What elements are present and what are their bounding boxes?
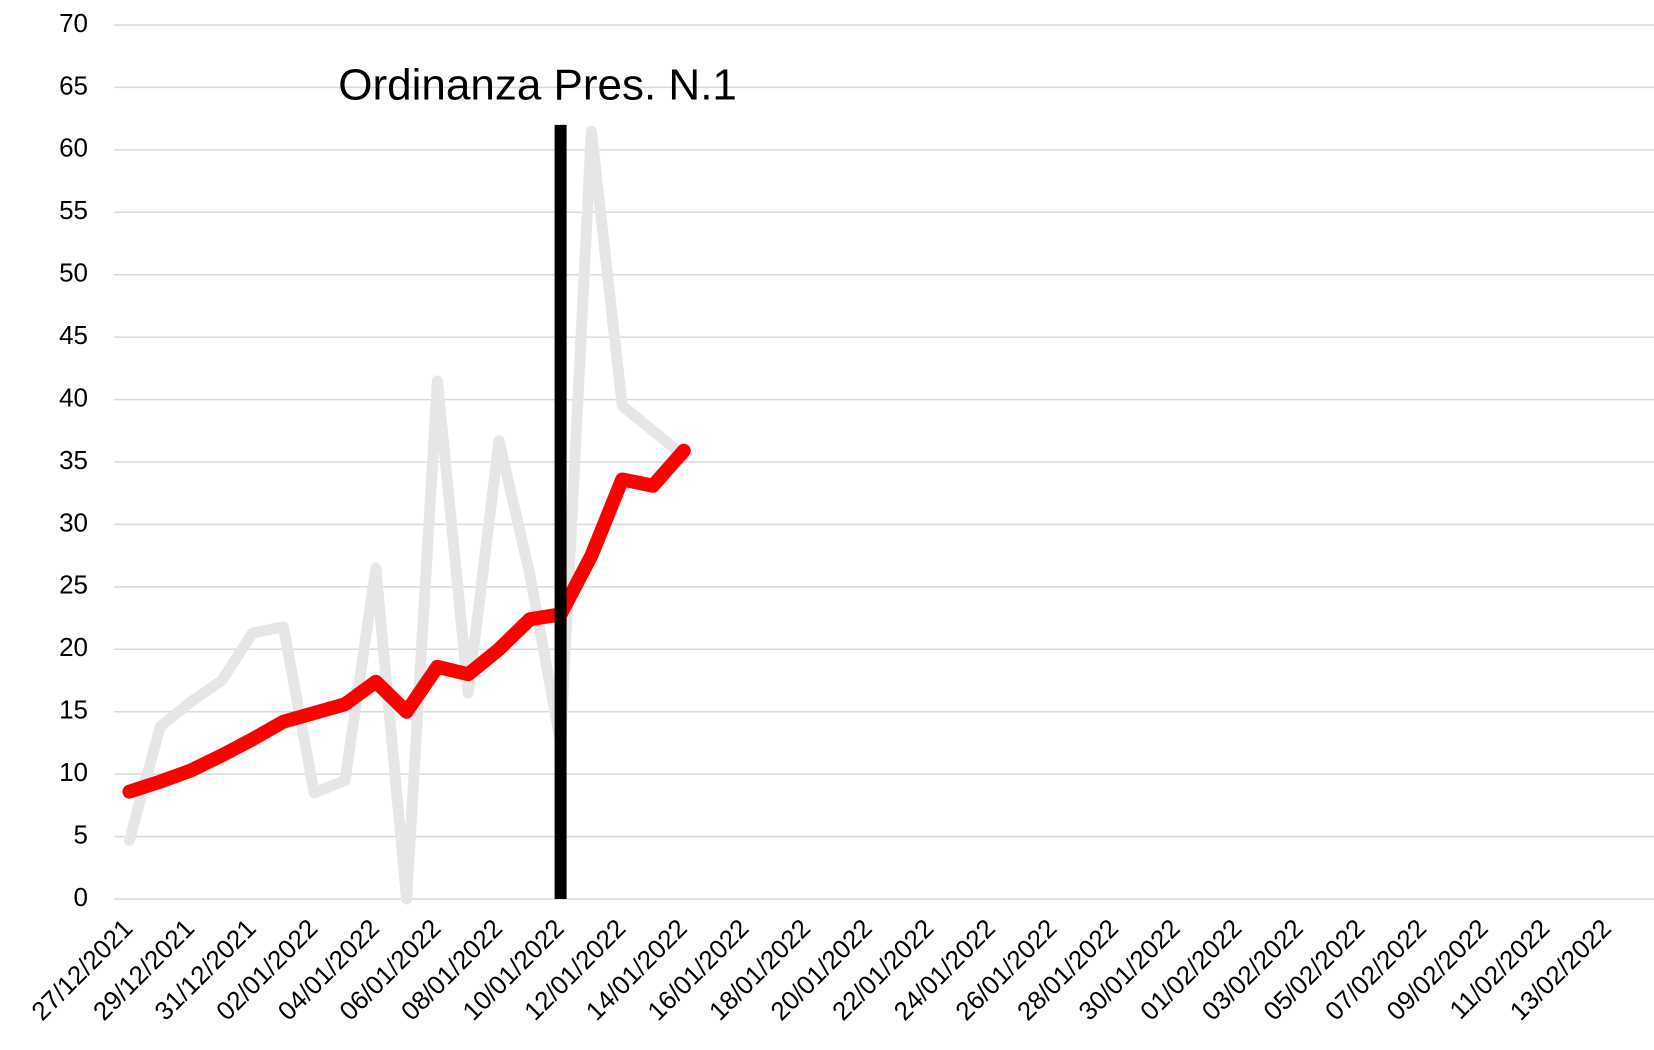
y-tick-label: 60: [59, 133, 88, 163]
y-tick-label: 55: [59, 195, 88, 225]
y-tick-label: 35: [59, 445, 88, 475]
y-tick-label: 5: [74, 819, 88, 849]
y-tick-label: 70: [59, 8, 88, 38]
y-tick-label: 40: [59, 382, 88, 412]
y-tick-label: 45: [59, 320, 88, 350]
data-line: [122, 443, 691, 799]
y-tick-label: 15: [59, 695, 88, 725]
y-tick-label: 30: [59, 507, 88, 537]
y-tick-label: 10: [59, 757, 88, 787]
y-tick-label: 0: [74, 882, 88, 912]
data-line: [123, 125, 690, 905]
y-tick-label: 25: [59, 570, 88, 600]
y-tick-label: 50: [59, 258, 88, 288]
y-tick-label: 65: [59, 70, 88, 100]
event-label: Ordinanza Pres. N.1: [338, 61, 737, 110]
y-tick-label: 20: [59, 632, 88, 662]
